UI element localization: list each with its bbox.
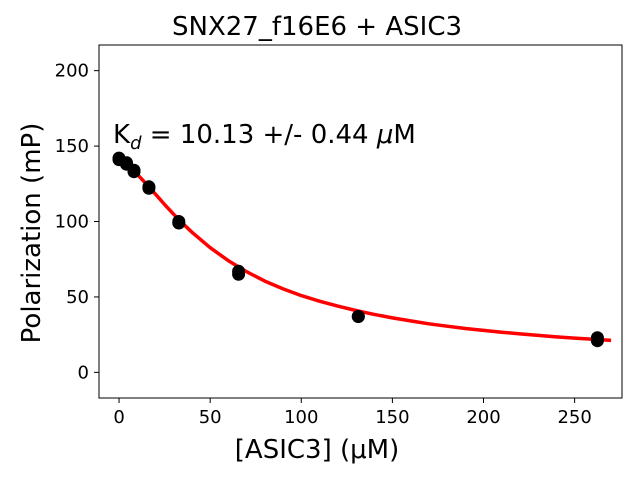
y-tick-label: 50 bbox=[66, 287, 89, 308]
kd-subscript: d bbox=[130, 133, 142, 154]
x-tick-label: 150 bbox=[375, 407, 409, 428]
y-tick-label: 100 bbox=[55, 212, 89, 233]
data-point bbox=[172, 216, 186, 230]
fit-curve bbox=[117, 155, 612, 343]
x-axis-label: [ASIC3] (μM) bbox=[235, 435, 399, 465]
y-tick-label: 0 bbox=[78, 362, 89, 383]
kd-value: = 10.13 +/- 0.44 bbox=[142, 120, 377, 150]
x-tick-label: 0 bbox=[113, 407, 124, 428]
x-tick-label: 250 bbox=[557, 407, 591, 428]
x-tick-label: 100 bbox=[284, 407, 318, 428]
y-tick-label: 150 bbox=[55, 136, 89, 157]
plot-area bbox=[112, 151, 612, 348]
data-point bbox=[590, 334, 604, 348]
kd-unit-prefix: μ bbox=[376, 120, 394, 150]
y-axis-label: Polarization (mP) bbox=[17, 123, 47, 344]
kd-prefix: K bbox=[113, 120, 131, 150]
data-point bbox=[232, 267, 246, 281]
data-point bbox=[127, 165, 141, 179]
kd-annotation: Kd = 10.13 +/- 0.44 μM bbox=[113, 120, 416, 154]
data-point bbox=[142, 181, 156, 195]
x-tick-label: 50 bbox=[199, 407, 222, 428]
kd-unit: M bbox=[393, 120, 415, 150]
x-axis-ticks: 0 50 100 150 200 250 bbox=[113, 398, 592, 428]
y-tick-label: 200 bbox=[55, 61, 89, 82]
data-point bbox=[351, 310, 365, 323]
x-tick-label: 200 bbox=[466, 407, 500, 428]
chart-title: SNX27_f16E6 + ASIC3 bbox=[172, 12, 462, 42]
y-axis-ticks: 0 50 100 150 200 bbox=[55, 61, 99, 383]
